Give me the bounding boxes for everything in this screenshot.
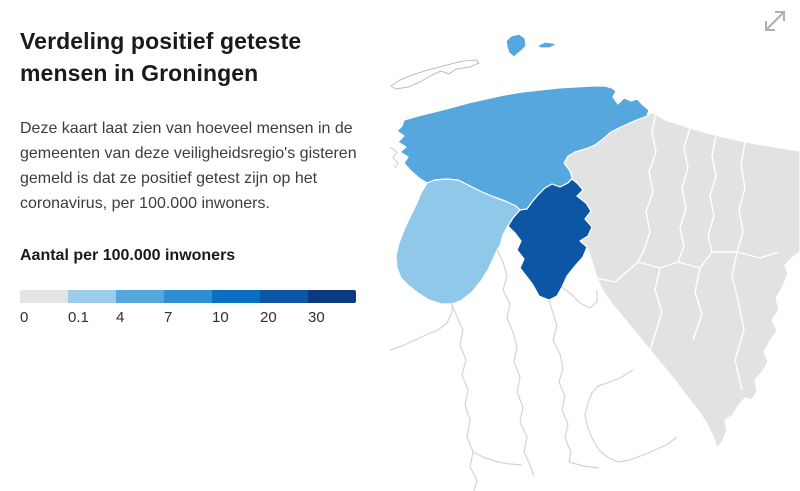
legend-tick: 0.1 bbox=[68, 309, 89, 326]
map-region-outline-island[interactable] bbox=[390, 59, 480, 90]
legend-swatch-3 bbox=[164, 290, 212, 303]
info-panel: Verdeling positief geteste mensen in Gro… bbox=[20, 0, 376, 326]
legend-swatch-1 bbox=[68, 290, 116, 303]
legend-tick-labels: 0 0.1 4 7 10 20 30 bbox=[20, 309, 380, 326]
map-coastline-fragment bbox=[390, 146, 399, 169]
legend-tick: 20 bbox=[260, 309, 277, 326]
map-description: Deze kaart laat zien van hoeveel mensen … bbox=[20, 120, 357, 212]
map-inner-border bbox=[736, 141, 746, 253]
legend-tick: 4 bbox=[116, 309, 125, 326]
legend-tick: 7 bbox=[164, 309, 173, 326]
map-muni-border bbox=[390, 304, 453, 351]
map-inner-border bbox=[677, 127, 691, 263]
map-muni-border bbox=[561, 286, 598, 309]
map-muni-border bbox=[451, 303, 478, 491]
map-region-island-2[interactable] bbox=[536, 41, 557, 49]
legend-color-scale bbox=[20, 290, 356, 303]
legend-swatch-2 bbox=[116, 290, 164, 303]
map-muni-border bbox=[548, 299, 572, 463]
expand-icon[interactable] bbox=[765, 11, 785, 31]
map-inner-border bbox=[649, 251, 745, 391]
map-canvas bbox=[390, 11, 800, 491]
map-region-north[interactable] bbox=[396, 85, 650, 211]
legend-tick: 0 bbox=[20, 309, 29, 326]
map-region-island-1[interactable] bbox=[505, 33, 527, 58]
map-inner-border bbox=[637, 111, 657, 263]
legend-swatch-4 bbox=[212, 290, 260, 303]
map-muni-border bbox=[472, 451, 600, 469]
map-region-center[interactable] bbox=[507, 178, 593, 301]
page-title: Verdeling positief geteste mensen in Gro… bbox=[20, 28, 302, 86]
map-inner-border bbox=[596, 251, 780, 283]
legend-tick: 10 bbox=[212, 309, 229, 326]
legend-swatch-5 bbox=[260, 290, 308, 303]
choropleth-map bbox=[390, 0, 800, 491]
map-inner-border bbox=[707, 134, 717, 253]
map-region-east[interactable] bbox=[563, 111, 800, 449]
map-muni-border bbox=[496, 249, 535, 477]
legend-tick: 30 bbox=[308, 309, 325, 326]
map-region-west[interactable] bbox=[395, 178, 521, 305]
legend-swatch-0 bbox=[20, 290, 68, 303]
map-muni-border bbox=[584, 369, 678, 463]
legend-swatch-6 bbox=[308, 290, 356, 303]
legend-title: Aantal per 100.000 inwoners bbox=[20, 247, 236, 264]
